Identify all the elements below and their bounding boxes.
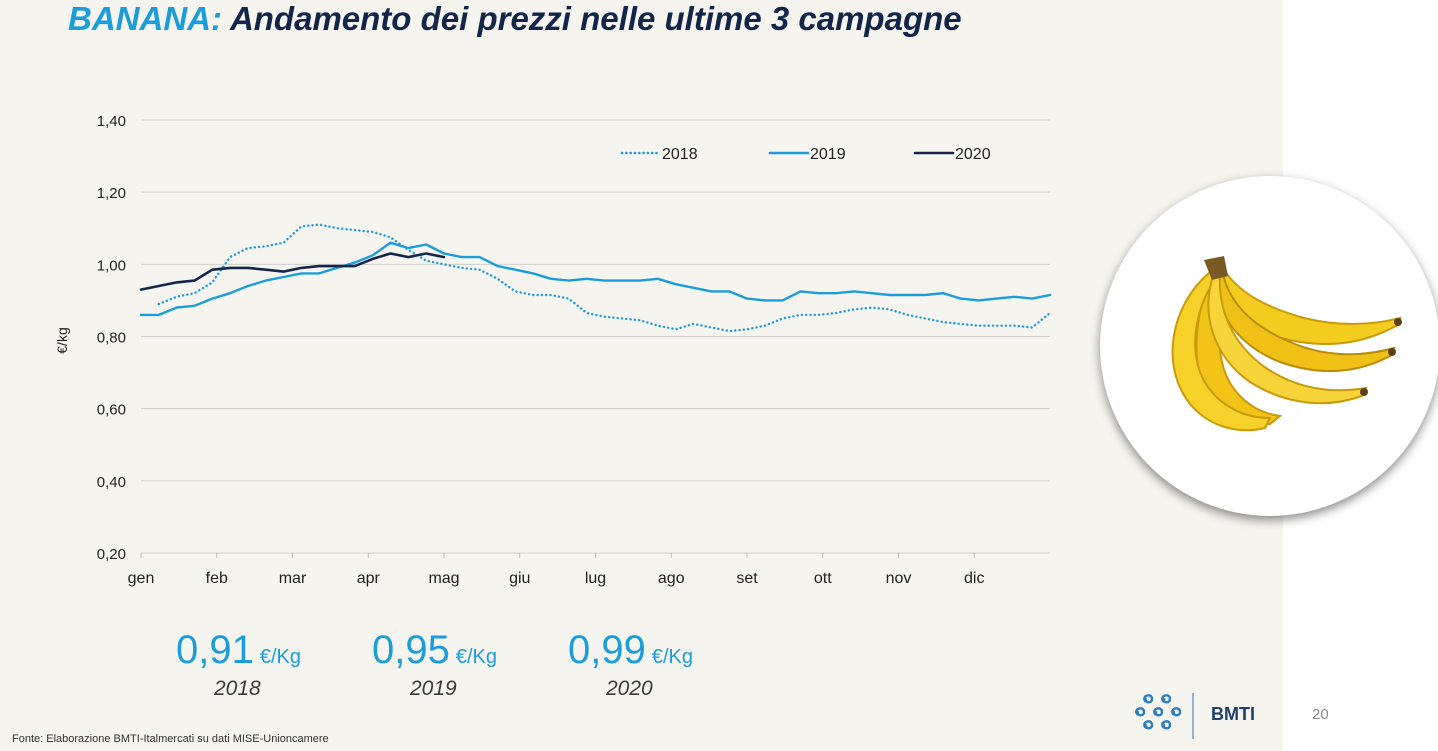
- stat-2019: 0,95 €/Kg 2019: [372, 627, 562, 700]
- title-accent: BANANA:: [68, 0, 222, 37]
- y-tick-label: 0,20: [97, 546, 126, 563]
- y-tick-label: 1,40: [97, 113, 126, 130]
- stat-2018: 0,91 €/Kg 2018: [176, 627, 366, 700]
- stat-2020: 0,99 €/Kg 2020: [568, 627, 758, 700]
- x-tick-label: gen: [128, 570, 155, 587]
- banana-photo: [1100, 176, 1438, 516]
- stat-year: 2020: [606, 677, 653, 700]
- x-tick-label: dic: [964, 570, 984, 587]
- title-text: Andamento dei prezzi nelle ultime 3 camp…: [229, 0, 962, 37]
- y-tick-label: 0,60: [97, 402, 126, 419]
- x-tick-label: mar: [279, 570, 307, 587]
- legend-label-2018: 2018: [662, 146, 698, 163]
- stat-year: 2018: [214, 677, 261, 700]
- legend-label-2020: 2020: [955, 146, 991, 163]
- x-tick-label: mag: [428, 570, 459, 587]
- series-line-2020: [139, 252, 446, 291]
- y-tick-label: 1,20: [97, 185, 126, 202]
- y-tick-label: 0,80: [97, 330, 126, 347]
- stat-year: 2019: [410, 677, 457, 700]
- price-line-chart: 0,20 0,40 0,60 0,80 1,00 1,20 1,40 €/kg gen feb ma…: [54, 113, 1052, 587]
- stat-unit: €/Kg: [455, 646, 498, 668]
- logo-divider: [1192, 693, 1194, 739]
- legend-label-2019: 2019: [810, 146, 846, 163]
- stat-unit: €/Kg: [259, 646, 302, 668]
- y-tick-label: 1,00: [97, 257, 126, 274]
- x-tick-label: nov: [886, 570, 912, 587]
- banana-icon: [1171, 256, 1402, 432]
- bmti-logo-icon: [1135, 694, 1182, 730]
- series-line-2018: [157, 223, 1052, 333]
- logo-text: BMTI: [1211, 704, 1255, 724]
- y-tick-label: 0,40: [97, 474, 126, 491]
- page-title: BANANA: Andamento dei prezzi nelle ultim…: [68, 0, 962, 46]
- page-number: 20: [1312, 706, 1329, 723]
- x-tick-label: feb: [206, 570, 228, 587]
- x-tick-label: lug: [585, 570, 606, 587]
- x-tick-label: ott: [814, 570, 832, 587]
- source-note: Fonte: Elaborazione BMTI-Italmercati su …: [12, 733, 329, 745]
- y-axis-label: €/kg: [54, 327, 70, 353]
- x-tick-label: set: [736, 570, 758, 587]
- series-line-2019: [139, 241, 1052, 317]
- stat-value: 0,99: [568, 628, 646, 672]
- stat-value: 0,91: [176, 628, 254, 672]
- x-tick-label: apr: [357, 570, 381, 587]
- stat-unit: €/Kg: [651, 646, 694, 668]
- x-tick-label: ago: [658, 570, 685, 587]
- stat-value: 0,95: [372, 628, 450, 672]
- x-tick-label: giu: [509, 570, 530, 587]
